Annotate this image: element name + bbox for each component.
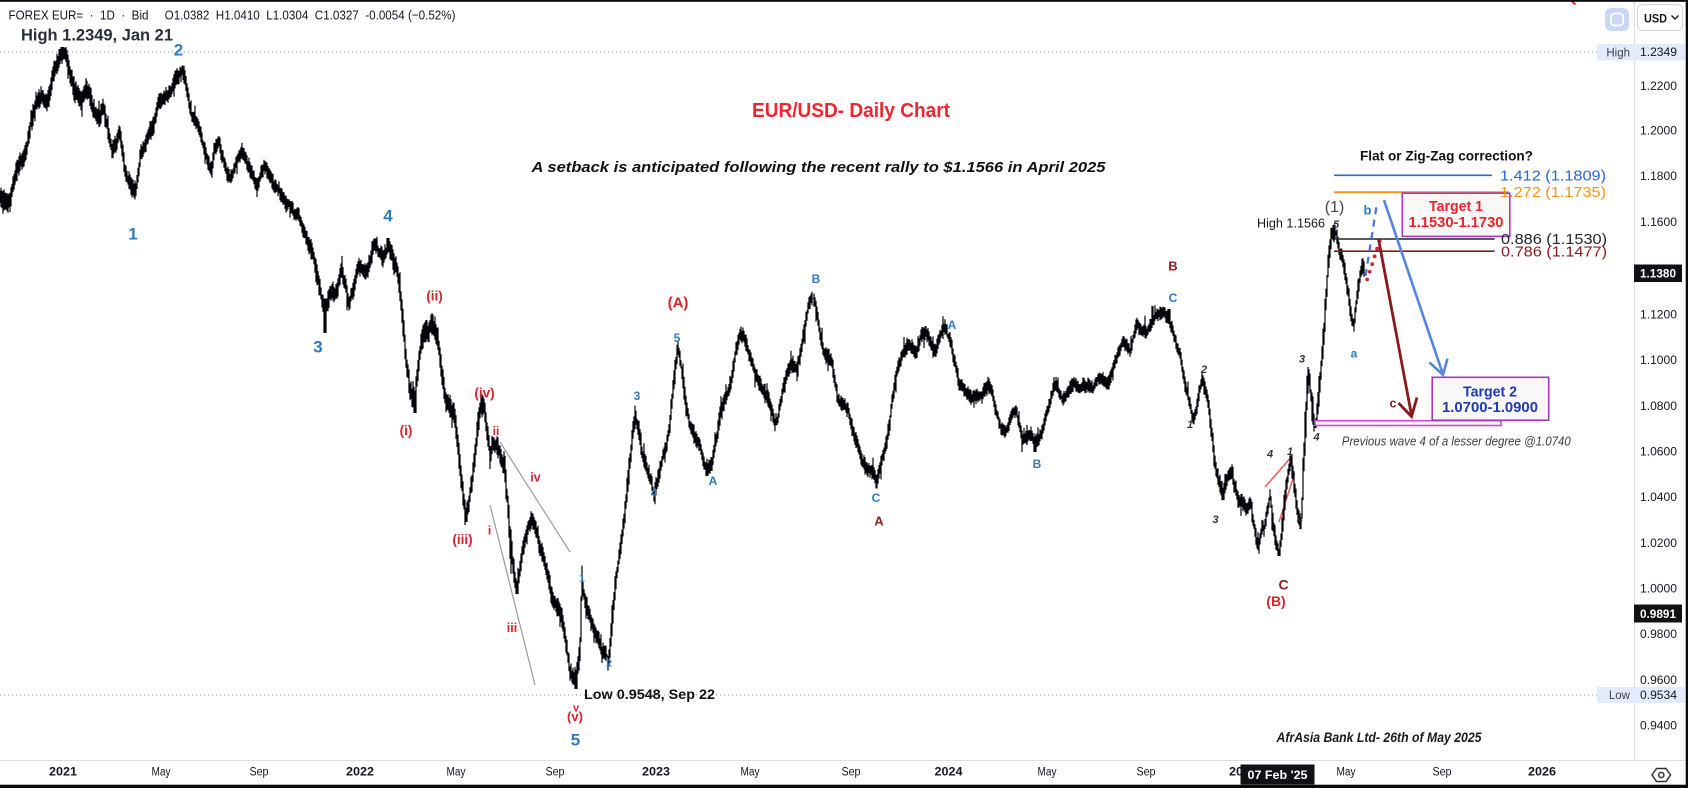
svg-text:3: 3 [313, 338, 322, 357]
svg-text:5: 5 [1333, 219, 1340, 231]
svg-text:High 1.1566: High 1.1566 [1257, 215, 1325, 230]
svg-text:Sep: Sep [1137, 767, 1156, 779]
svg-text:B: B [1033, 457, 1042, 471]
svg-text:1.0600: 1.0600 [1640, 446, 1677, 458]
svg-text:C: C [1278, 577, 1288, 593]
svg-text:1.1200: 1.1200 [1640, 309, 1677, 321]
svg-text:1.272 (1.1735): 1.272 (1.1735) [1500, 185, 1606, 201]
svg-text:A: A [874, 514, 884, 529]
svg-text:v: v [573, 703, 580, 715]
svg-text:1: 1 [1287, 446, 1293, 458]
svg-text:A: A [709, 474, 718, 488]
svg-text:C: C [1169, 291, 1178, 305]
svg-text:0.9600: 0.9600 [1640, 675, 1677, 687]
svg-text:1.2349: 1.2349 [1640, 47, 1677, 59]
svg-text:Sep: Sep [842, 767, 861, 779]
svg-text:Target 1: Target 1 [1429, 198, 1483, 215]
svg-text:A setback is anticipated follo: A setback is anticipated following the r… [530, 159, 1106, 176]
svg-text:iv: iv [530, 471, 540, 485]
svg-text:Sep: Sep [250, 767, 269, 779]
svg-text:Low: Low [1609, 690, 1631, 702]
svg-text:1.1000: 1.1000 [1640, 355, 1677, 367]
svg-text:1.0400: 1.0400 [1640, 492, 1677, 504]
svg-text:3: 3 [1212, 514, 1218, 526]
svg-text:1.0200: 1.0200 [1640, 538, 1677, 550]
svg-text:0.886 (1.1530): 0.886 (1.1530) [1501, 232, 1607, 248]
svg-text:FOREX EUR= · 1D · Bid: FOREX EUR= · 1D · Bid O1.0382 H1.0410 L1… [9, 8, 456, 23]
svg-text:0.786 (1.1477): 0.786 (1.1477) [1501, 244, 1607, 260]
svg-text:1.0700-1.0900: 1.0700-1.0900 [1442, 399, 1538, 416]
svg-text:1.0000: 1.0000 [1640, 584, 1677, 596]
svg-text:5: 5 [674, 331, 681, 345]
svg-text:2022: 2022 [346, 767, 374, 779]
svg-text:(B): (B) [1266, 593, 1285, 609]
svg-text:4: 4 [1312, 432, 1319, 444]
svg-text:i: i [488, 524, 491, 538]
svg-text:High 1.2349, Jan 21: High 1.2349, Jan 21 [21, 27, 173, 45]
svg-text:A: A [948, 318, 957, 332]
svg-text:1.2200: 1.2200 [1640, 81, 1677, 93]
svg-text:5: 5 [571, 731, 580, 750]
svg-text:(v): (v) [567, 709, 583, 724]
svg-text:1: 1 [1187, 419, 1193, 431]
svg-text:0.9891: 0.9891 [1640, 609, 1677, 621]
svg-text:Sep: Sep [1433, 767, 1452, 779]
svg-text:(iii): (iii) [452, 532, 472, 547]
svg-text:High: High [1606, 48, 1630, 60]
svg-text:1: 1 [128, 225, 137, 244]
svg-text:1.1530-1.1730: 1.1530-1.1730 [1409, 214, 1504, 231]
svg-text:2: 2 [606, 658, 612, 670]
svg-text:USD: USD [1644, 14, 1667, 26]
svg-text:3: 3 [1299, 354, 1305, 366]
svg-text:07 Feb '25: 07 Feb '25 [1248, 770, 1309, 782]
svg-text:1.0800: 1.0800 [1640, 401, 1677, 413]
svg-text:2023: 2023 [642, 767, 670, 779]
svg-text:(A): (A) [668, 295, 689, 312]
svg-text:2021: 2021 [49, 767, 78, 779]
svg-text:AfrAsia Bank Ltd- 26th of May: AfrAsia Bank Ltd- 26th of May 2025 [1276, 730, 1482, 745]
svg-text:0.9800: 0.9800 [1640, 629, 1677, 641]
svg-text:C: C [872, 491, 881, 505]
svg-text:1.1600: 1.1600 [1640, 217, 1677, 229]
svg-text:0.9534: 0.9534 [1640, 690, 1678, 702]
svg-text:(ii): (ii) [426, 289, 443, 304]
svg-text:b: b [1364, 203, 1372, 218]
svg-text:May: May [741, 767, 760, 779]
svg-text:2: 2 [1296, 512, 1303, 524]
svg-text:1.2000: 1.2000 [1640, 125, 1677, 137]
svg-text:May: May [447, 767, 466, 779]
svg-text:c: c [1390, 397, 1397, 411]
svg-text:1.412 (1.1809): 1.412 (1.1809) [1500, 168, 1606, 184]
svg-text:iii: iii [507, 621, 517, 635]
svg-text:EUR/USD- Daily Chart: EUR/USD- Daily Chart [752, 100, 950, 122]
svg-text:4: 4 [651, 486, 658, 500]
svg-text:2: 2 [1200, 364, 1207, 376]
svg-text:B: B [812, 272, 821, 286]
svg-text:a: a [1351, 347, 1358, 361]
svg-text:ii: ii [493, 424, 500, 438]
svg-text:(i): (i) [400, 423, 413, 438]
svg-text:4: 4 [1266, 449, 1273, 461]
svg-text:2024: 2024 [935, 767, 964, 779]
svg-text:Target 2: Target 2 [1463, 384, 1517, 401]
svg-text:1: 1 [579, 573, 585, 585]
svg-text:Low 0.9548, Sep 22: Low 0.9548, Sep 22 [584, 686, 715, 702]
svg-text:(iv): (iv) [474, 386, 494, 401]
svg-text:May: May [1337, 767, 1356, 779]
svg-text:Flat or Zig-Zag correction?: Flat or Zig-Zag correction? [1360, 148, 1533, 163]
svg-text:May: May [1038, 767, 1057, 779]
svg-text:2026: 2026 [1528, 767, 1556, 779]
svg-text:Previous wave 4 of a lesser de: Previous wave 4 of a lesser degree @1.07… [1342, 434, 1572, 449]
svg-text:0.9400: 0.9400 [1640, 721, 1677, 733]
svg-text:1.1800: 1.1800 [1640, 171, 1677, 183]
svg-text:3: 3 [634, 389, 641, 403]
svg-text:1.1380: 1.1380 [1640, 269, 1676, 281]
svg-text:B: B [1168, 259, 1177, 274]
svg-text:4: 4 [383, 207, 393, 226]
svg-text:(1): (1) [1325, 199, 1345, 216]
svg-text:2: 2 [174, 41, 183, 60]
svg-text:Sep: Sep [546, 767, 565, 779]
svg-text:May: May [152, 767, 171, 779]
